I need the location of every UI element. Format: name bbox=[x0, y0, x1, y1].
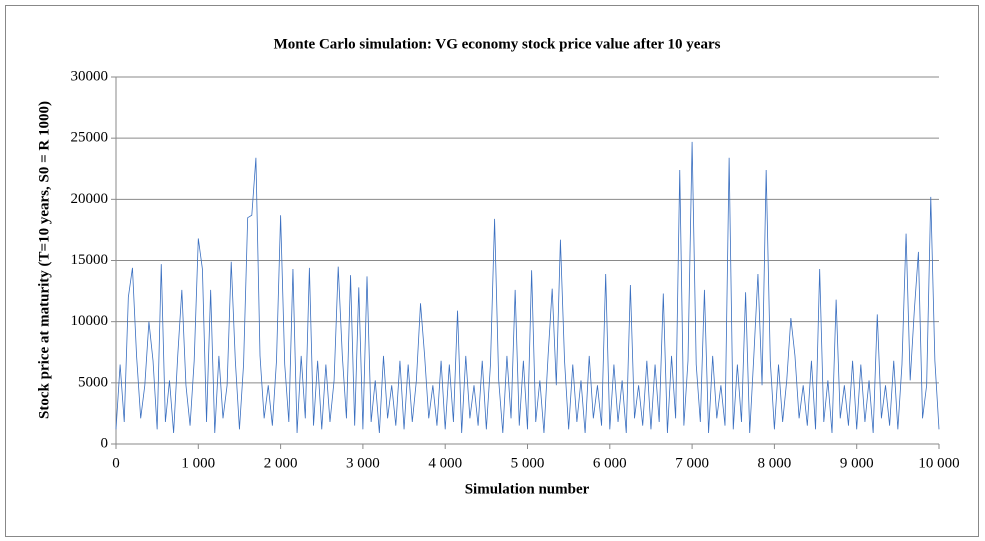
y-tick-label: 5000 bbox=[78, 374, 108, 390]
chart-frame bbox=[5, 5, 979, 537]
x-tick-label: 1 000 bbox=[181, 455, 215, 471]
x-tick-label: 6 000 bbox=[593, 455, 627, 471]
x-tick-label: 3 000 bbox=[346, 455, 380, 471]
y-tick-label: 10000 bbox=[71, 313, 109, 329]
x-tick-label: 4 000 bbox=[428, 455, 462, 471]
y-tick-label: 0 bbox=[101, 435, 109, 451]
y-tick-label: 30000 bbox=[71, 68, 109, 84]
x-axis-title: Simulation number bbox=[465, 481, 590, 497]
chart-title: Monte Carlo simulation: VG economy stock… bbox=[274, 36, 721, 52]
y-tick-label: 20000 bbox=[71, 191, 109, 207]
x-tick-label: 2 000 bbox=[264, 455, 298, 471]
x-tick-label: 5 000 bbox=[511, 455, 545, 471]
data-line bbox=[115, 141, 940, 434]
y-tick-label: 15000 bbox=[71, 252, 109, 268]
x-tick-label: 10 000 bbox=[918, 455, 959, 471]
y-tick-label: 25000 bbox=[71, 130, 109, 146]
x-tick-label: 7 000 bbox=[675, 455, 709, 471]
x-tick-label: 8 000 bbox=[758, 455, 792, 471]
x-tick-label: 0 bbox=[112, 455, 120, 471]
y-axis-title: Stock price at maturity (T=10 years, S0 … bbox=[36, 101, 52, 419]
x-tick-label: 9 000 bbox=[840, 455, 874, 471]
